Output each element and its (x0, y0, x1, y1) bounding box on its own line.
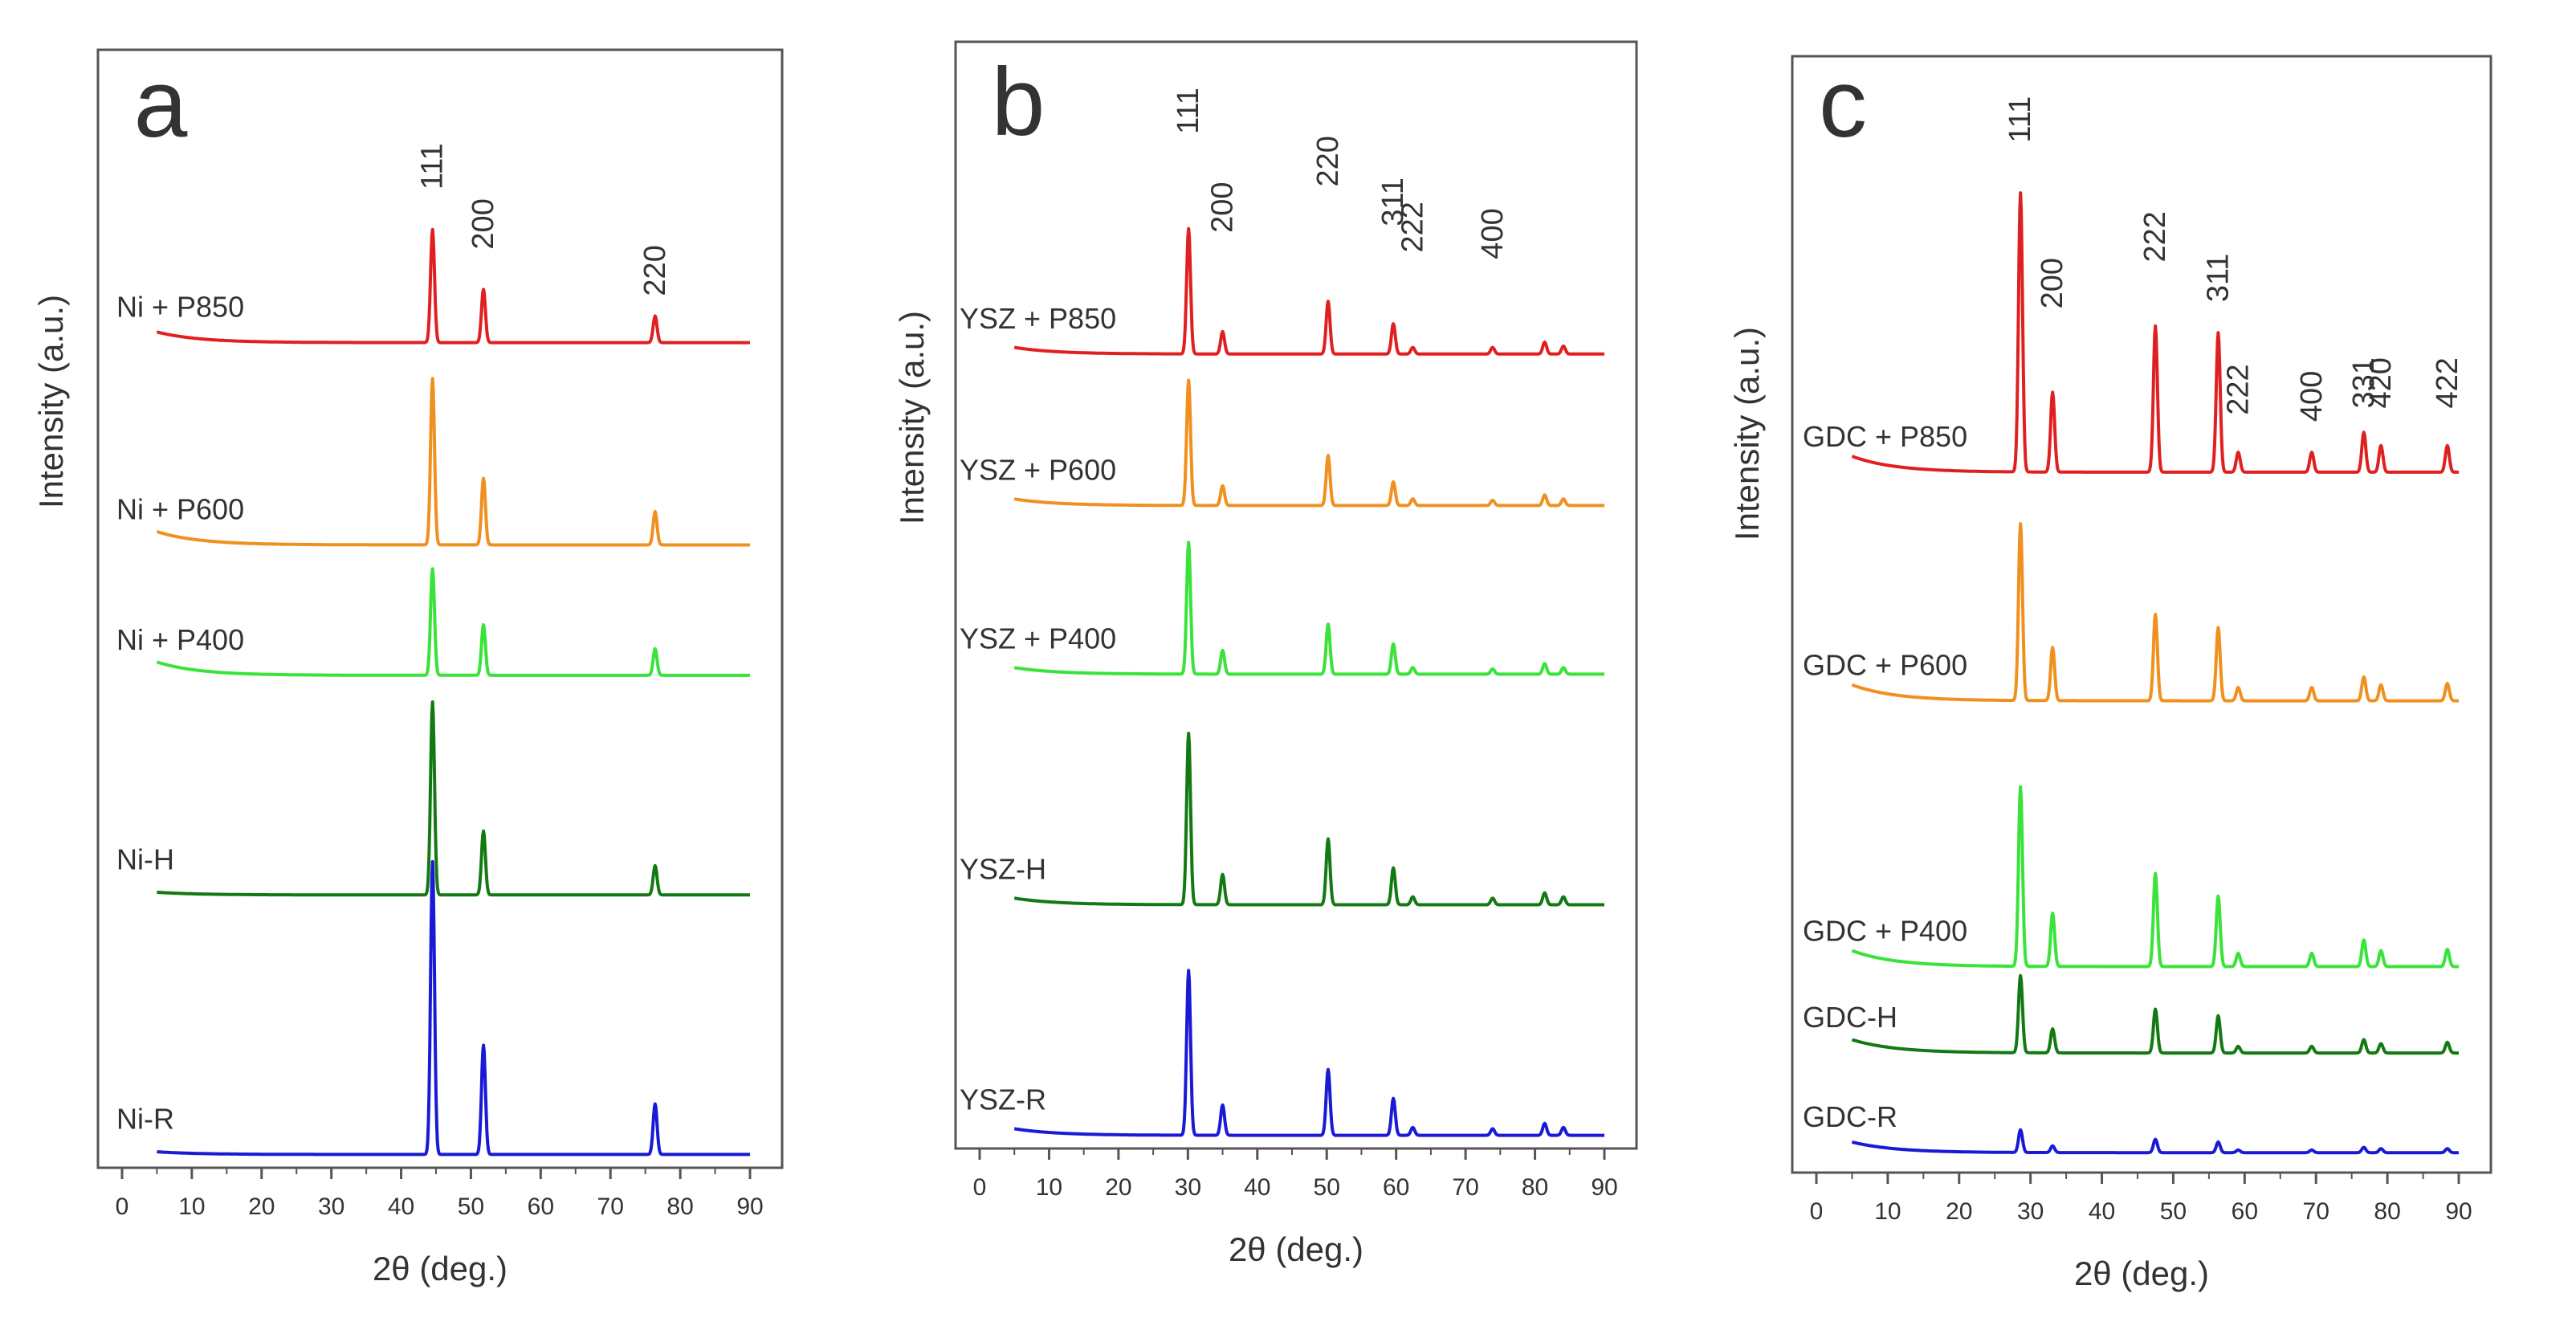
peak-index-label: 111 (2003, 96, 2037, 143)
x-tick-label: 50 (458, 1193, 484, 1220)
peak-index-label: 400 (1476, 208, 1510, 259)
series-label: Ni + P400 (116, 623, 244, 656)
x-axis-label: 2θ (deg.) (373, 1250, 507, 1287)
series-label: Ni-H (116, 842, 174, 875)
xrd-trace-ni-p850 (156, 227, 752, 345)
peak-index-label: 420 (2364, 357, 2398, 408)
peak-index-label: 200 (467, 198, 500, 249)
x-axis-label: 2θ (deg.) (1229, 1230, 1363, 1268)
series-label: GDC + P850 (1803, 420, 1967, 453)
xrd-trace-gdc-h (1851, 973, 2460, 1055)
panel-label: b (992, 48, 1045, 156)
x-tick-label: 20 (248, 1193, 275, 1220)
peak-index-label: 222 (2221, 364, 2255, 414)
peak-index-label: 111 (1172, 88, 1205, 134)
x-tick-label: 0 (1810, 1198, 1824, 1225)
xrd-trace-ni-p600 (156, 377, 752, 547)
series-label: YSZ + P600 (960, 453, 1116, 486)
x-tick-label: 60 (528, 1193, 554, 1220)
y-axis-label: Intensity (a.u.) (1728, 327, 1766, 541)
peak-index-label: 220 (1311, 136, 1345, 186)
x-tick-label: 0 (973, 1174, 987, 1201)
y-axis-label: Intensity (a.u.) (893, 311, 931, 524)
xrd-trace-gdc-r (1851, 1128, 2460, 1155)
x-tick-label: 70 (2303, 1198, 2329, 1225)
x-tick-label: 40 (2089, 1198, 2115, 1225)
x-tick-label: 90 (736, 1193, 763, 1220)
x-tick-label: 10 (1036, 1174, 1062, 1201)
peak-index-label: 422 (2431, 357, 2464, 408)
peak-index-label: 222 (2138, 211, 2172, 262)
peak-index-label: 200 (1206, 182, 1240, 232)
xrd-trace-ni-r (156, 859, 752, 1157)
series-label: Ni + P850 (116, 291, 244, 324)
xrd-trace-ni-h (156, 700, 752, 897)
x-tick-label: 70 (597, 1193, 624, 1220)
x-tick-label: 80 (1522, 1174, 1548, 1201)
panel-label: c (1819, 50, 1867, 157)
chart-panel-a: 0 10 20 30 40 50 60 70 80 90 2θ (deg.) Intensity (a… (32, 48, 784, 1287)
xrd-trace-ysz-p850 (1013, 226, 1606, 356)
peak-index-label: 200 (2036, 258, 2069, 308)
x-tick-label: 60 (2232, 1198, 2258, 1225)
x-tick-label: 50 (2160, 1198, 2187, 1225)
x-tick-label: 90 (2445, 1198, 2472, 1225)
plot-frame (954, 40, 1638, 1150)
peak-index-label: 111 (416, 143, 450, 190)
plot-frame (96, 48, 784, 1169)
peak-index-label: 311 (1376, 177, 1410, 226)
plot-frame (1791, 55, 2492, 1174)
series-label: GDC + P600 (1803, 649, 1967, 682)
xrd-trace-ysz-p400 (1013, 541, 1606, 676)
xrd-trace-ni-p400 (156, 567, 752, 677)
series-label: YSZ + P400 (960, 622, 1116, 655)
chart-panel-c: 0 10 20 30 40 50 60 70 80 90 2θ (deg.) Intensity (a… (1728, 50, 2492, 1292)
x-tick-label: 20 (1946, 1198, 1972, 1225)
peak-index-label: 400 (2295, 371, 2329, 422)
peak-index-label: 222 (1396, 202, 1429, 252)
x-tick-label: 50 (1314, 1174, 1340, 1201)
xrd-trace-ysz-r (1013, 969, 1606, 1137)
x-tick-label: 40 (388, 1193, 414, 1220)
y-axis-label: Intensity (a.u.) (32, 295, 70, 508)
panel-label: a (134, 50, 188, 157)
x-tick-label: 10 (178, 1193, 205, 1220)
x-tick-label: 80 (2374, 1198, 2400, 1225)
x-tick-label: 90 (1591, 1174, 1617, 1201)
chart-panel-b: 0 10 20 30 40 50 60 70 80 90 2θ (deg.) Intensity (a… (893, 40, 1638, 1268)
series-label: GDC-R (1803, 1100, 1897, 1133)
series-label: YSZ-R (960, 1083, 1046, 1116)
x-tick-label: 0 (116, 1193, 129, 1220)
xrd-trace-gdc-p400 (1851, 785, 2460, 969)
panels: 0 10 20 30 40 50 60 70 80 90 2θ (deg.) Intensity (a… (32, 40, 2492, 1292)
x-tick-label: 40 (1244, 1174, 1270, 1201)
x-tick-label: 60 (1383, 1174, 1409, 1201)
peak-index-label: 311 (2201, 254, 2235, 303)
x-axis-label: 2θ (deg.) (2074, 1255, 2209, 1292)
series-label: GDC-H (1803, 1001, 1897, 1034)
xrd-trace-ysz-h (1013, 732, 1606, 907)
x-tick-label: 30 (1175, 1174, 1201, 1201)
xrd-trace-gdc-p600 (1851, 522, 2460, 703)
series-label: YSZ + P850 (960, 302, 1116, 335)
x-tick-label: 20 (1105, 1174, 1131, 1201)
peak-index-label: 331 (2347, 357, 2381, 408)
xrd-trace-gdc-p850 (1851, 191, 2460, 474)
x-tick-label: 70 (1452, 1174, 1478, 1201)
series-label: GDC + P400 (1803, 915, 1967, 948)
series-label: YSZ-H (960, 853, 1046, 886)
series-label: Ni-R (116, 1102, 174, 1135)
x-tick-label: 30 (318, 1193, 344, 1220)
x-tick-label: 80 (666, 1193, 693, 1220)
series-label: Ni + P600 (116, 492, 244, 525)
peak-index-label: 220 (638, 245, 672, 296)
xrd-trace-ysz-p600 (1013, 378, 1606, 508)
x-tick-label: 30 (2017, 1198, 2044, 1225)
x-tick-label: 10 (1874, 1198, 1901, 1225)
